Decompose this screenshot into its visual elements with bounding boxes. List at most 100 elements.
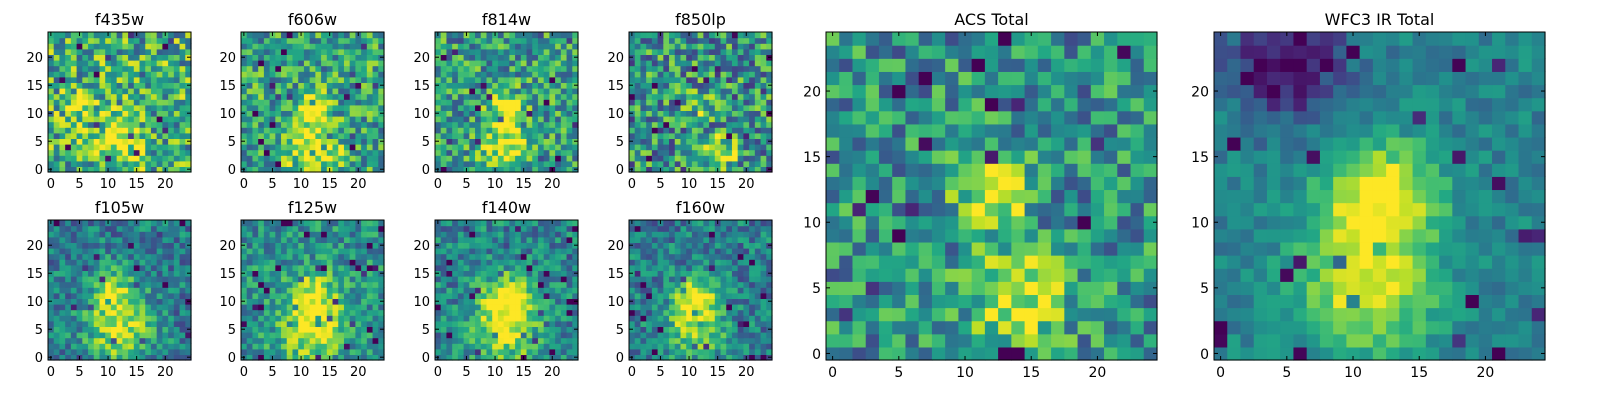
heatmap-cell [709, 270, 716, 277]
heatmap-cell [549, 37, 556, 44]
heatmap-cell [332, 60, 339, 67]
heatmap-cell [252, 88, 259, 95]
heatmap-cell [634, 337, 642, 344]
heatmap-cell [766, 343, 773, 350]
heatmap-cell [572, 225, 579, 232]
heatmap-cell [372, 253, 379, 260]
heatmap-cell [731, 298, 739, 305]
heatmap-cell [640, 149, 647, 156]
heatmap-cell [128, 220, 135, 227]
heatmap-cell [150, 264, 158, 271]
heatmap-cell [566, 343, 573, 350]
heatmap-cell [173, 65, 181, 72]
heatmap-cell [515, 354, 522, 361]
heatmap-cell [105, 236, 112, 243]
heatmap-cell [139, 121, 146, 128]
heatmap-cell [754, 337, 762, 344]
heatmap-cell [497, 281, 505, 288]
heatmap-cell [48, 287, 55, 294]
x-tick-label: 20 [350, 365, 367, 380]
heatmap-cell [332, 343, 339, 350]
heatmap-cell [566, 155, 573, 162]
heatmap-cell [110, 281, 118, 288]
heatmap-cell [452, 166, 459, 173]
heatmap-cell [269, 127, 276, 134]
heatmap-cell [70, 354, 78, 361]
heatmap-cell [691, 60, 699, 67]
heatmap-cell [680, 116, 687, 123]
heatmap-cell [657, 337, 664, 344]
heatmap-cell [452, 54, 459, 61]
heatmap-cell [309, 332, 316, 339]
heatmap-cell [714, 104, 722, 111]
heatmap-cell [537, 149, 545, 156]
heatmap-cell [463, 88, 470, 95]
heatmap-cell [492, 155, 499, 162]
heatmap-cell [378, 37, 385, 44]
heatmap-cell [726, 93, 733, 100]
heatmap-cell [355, 144, 362, 151]
heatmap-cell [743, 37, 750, 44]
heatmap-cell [65, 281, 72, 288]
heatmap-cell [566, 220, 573, 227]
heatmap-cell [486, 138, 493, 145]
heatmap-cell [185, 37, 192, 44]
heatmap-cell [252, 160, 259, 167]
heatmap-cell [366, 332, 374, 339]
heatmap-cell [269, 304, 276, 311]
heatmap-cell [526, 121, 533, 128]
heatmap-cell [680, 337, 687, 344]
heatmap-cell [749, 116, 756, 123]
heatmap-cell [246, 264, 254, 271]
heatmap-cell [70, 43, 78, 50]
heatmap-cell [703, 326, 710, 333]
axes-frame [434, 219, 579, 361]
heatmap-cell [492, 253, 499, 260]
heatmap-cell [179, 276, 186, 283]
heatmap-cell [93, 326, 101, 333]
heatmap-cell [179, 309, 186, 316]
heatmap-cell [560, 248, 568, 255]
heatmap-cell [697, 166, 704, 173]
heatmap-cell [332, 242, 339, 249]
heatmap-cell [156, 54, 163, 61]
heatmap-cell [669, 127, 676, 134]
heatmap-cell [309, 37, 316, 44]
heatmap-cell [486, 43, 493, 50]
heatmap-cell [503, 82, 510, 89]
heatmap-cell [173, 259, 181, 266]
heatmap-cell [452, 121, 459, 128]
heatmap-cell [269, 82, 276, 89]
heatmap-cell [457, 248, 465, 255]
heatmap-cell [128, 37, 135, 44]
heatmap-cell [731, 32, 739, 39]
heatmap-cell [241, 281, 248, 288]
heatmap-cell [252, 225, 259, 232]
heatmap-cell [560, 287, 568, 294]
heatmap-cell [446, 76, 453, 83]
heatmap-cell [560, 315, 568, 322]
heatmap-cell [150, 281, 158, 288]
heatmap-cell [173, 144, 181, 151]
heatmap-cell [150, 155, 158, 162]
heatmap-cell [145, 225, 152, 232]
heatmap-cell [343, 348, 351, 355]
heatmap-cell [286, 332, 294, 339]
heatmap-cell [457, 121, 465, 128]
heatmap-cell [743, 60, 750, 67]
heatmap-cell [128, 60, 135, 67]
heatmap-cell [88, 43, 95, 50]
heatmap-cell [292, 110, 299, 117]
heatmap-cell [88, 155, 95, 162]
heatmap-cell [749, 93, 756, 100]
heatmap-cell [286, 127, 294, 134]
heatmap-cell [128, 281, 135, 288]
heatmap-cell [105, 76, 112, 83]
heatmap-cell [105, 54, 112, 61]
heatmap-cell [252, 292, 259, 299]
heatmap-cell [697, 37, 704, 44]
heatmap-cell [315, 160, 322, 167]
heatmap-cell [173, 43, 181, 50]
heatmap-cell [99, 155, 106, 162]
heatmap-cell [105, 48, 112, 55]
